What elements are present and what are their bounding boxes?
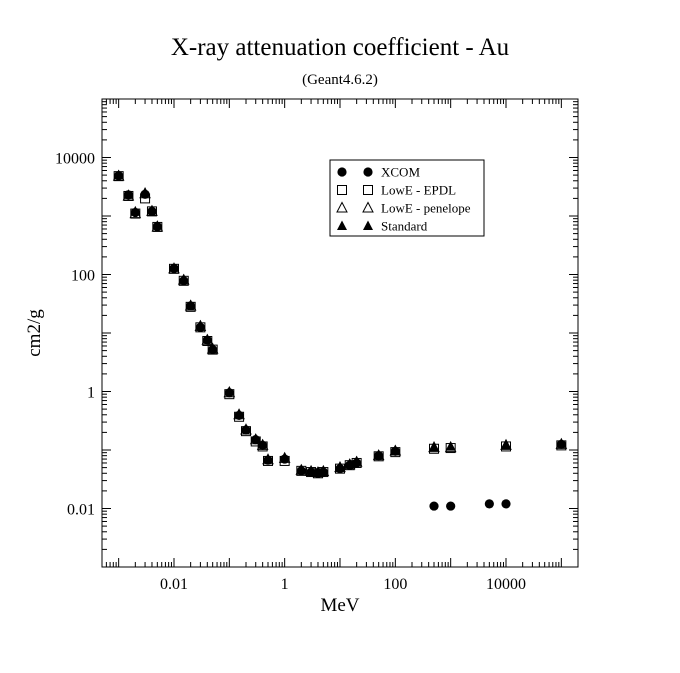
data-points [112,169,568,511]
chart-subtitle: (Geant4.6.2) [302,72,378,88]
legend-marker-lowe-penelope [336,201,348,213]
legend-marker-lowe-epdl [363,185,373,195]
x-axis-label: MeV [320,595,359,616]
data-point-standard [123,189,134,199]
axis-ticks: 0.01 1 100 10000 0.01 1 100 10000 [55,98,579,593]
data-point-standard [185,299,196,310]
data-point-standard [168,262,179,272]
data-point-standard [445,441,456,451]
data-point-xcom [484,499,494,509]
y-tick-label: 1 [87,385,95,402]
data-point-standard [279,452,290,462]
data-point-xcom [429,501,439,511]
data-point-standard [556,438,567,448]
data-point-standard [195,319,206,330]
data-point-standard [113,169,124,180]
chart-legend: XCOM LowE - EPDL LowE - penelope Standard [329,159,485,237]
x-tick-label: 0.01 [160,576,188,593]
legend-marker-xcom [337,167,347,177]
legend-box [329,159,485,237]
legend-marker-xcom [363,167,373,177]
data-point-standard [250,433,261,443]
data-point-standard [429,441,440,452]
data-point-standard [351,455,362,466]
data-point-standard [146,204,157,215]
data-point-standard [373,449,384,460]
data-point-standard [202,333,213,344]
data-point-standard [501,439,512,449]
chart-title: X-ray attenuation coefficient - Au [171,34,510,61]
data-point-standard [234,408,245,419]
legend-marker-standard [363,220,373,230]
data-point-standard [335,461,345,472]
y-tick-label: 10000 [55,151,95,168]
legend-label-standard: Standard [381,219,428,234]
legend-marker-standard [337,220,347,230]
legend-label-xcom: XCOM [381,165,420,180]
x-tick-label: 100 [383,576,407,593]
data-point-standard [240,423,251,433]
data-point-xcom [446,501,456,511]
data-point-standard [318,465,329,475]
data-point-standard [390,445,401,455]
data-point-standard [224,386,235,396]
legend-marker-lowe-penelope [362,201,374,213]
data-point-standard [263,453,274,464]
y-tick-label: 0.01 [67,502,95,519]
data-point-standard [306,465,317,475]
legend-label-lowe-epdl: LowE - EPDL [381,183,456,198]
x-tick-label: 10000 [486,576,526,593]
data-point-standard [344,458,355,468]
data-point-standard [207,343,218,353]
data-point-standard [140,187,151,197]
data-point-standard [178,274,189,284]
x-tick-label: 1 [281,576,289,593]
data-point-standard [130,205,141,216]
data-point-standard [257,438,268,449]
y-axis-label: cm2/g [24,309,45,357]
y-tick-label: 100 [71,268,95,285]
data-point-standard [152,220,163,230]
data-point-xcom [501,499,511,509]
data-point-standard [296,464,307,474]
legend-label-lowe-penelope: LowE - penelope [381,201,471,216]
legend-marker-lowe-epdl [337,185,347,195]
